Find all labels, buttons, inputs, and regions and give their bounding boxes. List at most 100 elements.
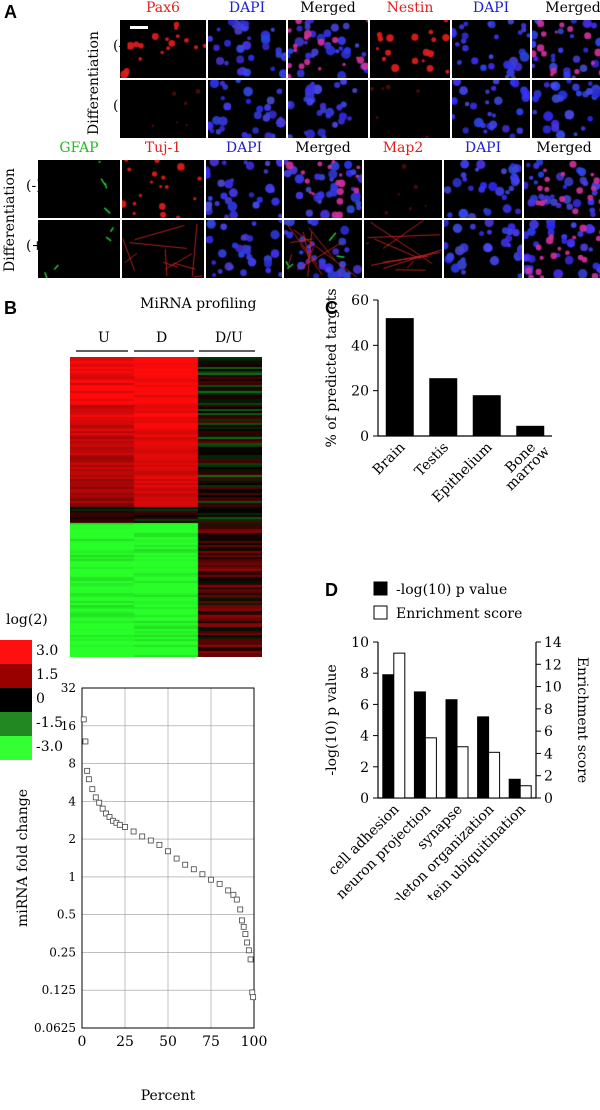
y-tick-label-6: 4 (68, 794, 76, 808)
data-point (103, 810, 109, 817)
y-tick-label-0: 0 (360, 429, 369, 445)
panel-letter-c: C (325, 298, 338, 318)
bottom-plus-label: (+) (26, 238, 49, 254)
micrograph-r0-c1 (208, 20, 286, 78)
micrograph-r1-c0 (120, 80, 206, 138)
bar-0 (385, 318, 414, 436)
channel-label-5: Merged (545, 0, 600, 16)
go-enrichment-bar-chart: -log(10) p value Enrichment score 0 2 4 6 8 10 0… (324, 581, 590, 900)
micrograph-r1-c2 (206, 220, 282, 278)
heatmap-legend-title: log(2) (6, 612, 48, 628)
micrograph-r0-c5 (444, 160, 522, 218)
data-point (250, 994, 257, 1001)
micrograph-r0-c4 (452, 20, 530, 78)
legend-swatch-1 (373, 605, 388, 620)
bottom-minus-label: (-) (26, 178, 42, 194)
y-tick-label-left-3: 6 (360, 697, 369, 713)
micrograph-r0-c2 (288, 20, 368, 78)
micrograph-r0-c4 (364, 160, 442, 218)
fold-change-plot: 0.0625 0.125 0.25 0.5 1 2 4 8 16 32 0 25 50 75 100 Perc… (15, 681, 267, 1104)
micrograph-r1-c4 (452, 80, 530, 138)
y-tick-label-left-5: 10 (351, 635, 369, 651)
data-point (239, 917, 245, 924)
legend-label-3: -1.5 (36, 715, 63, 731)
channel-label-6: Merged (536, 140, 592, 156)
data-point (122, 824, 128, 830)
micrograph-r1-c2 (288, 80, 368, 138)
top-plus-label: (+) (113, 98, 136, 114)
legend-label-2: 0 (36, 691, 45, 707)
channel-label-1: Tuj-1 (144, 140, 182, 156)
heatmap-col-u: U (98, 330, 110, 346)
y-axis-label: miRNA fold change (15, 789, 31, 927)
y-axis-label-left: -log(10) p value (324, 664, 340, 775)
data-point (244, 939, 251, 946)
y-tick-label-right-5: 10 (544, 680, 562, 696)
bar-pvalue-4 (508, 778, 521, 799)
data-point (92, 794, 99, 801)
y-tick-label-3: 60 (351, 293, 369, 309)
data-point (99, 805, 106, 812)
y-tick-label-3: 0.5 (57, 908, 76, 922)
channel-label-1: DAPI (228, 0, 266, 16)
panel-letter-a: A (4, 2, 17, 22)
y-tick-label-right-4: 8 (544, 702, 553, 718)
y-tick-label-1: 0.125 (42, 983, 76, 997)
y-tick-label-9: 32 (61, 681, 76, 695)
micrograph-r1-c4 (364, 220, 442, 278)
data-point (237, 906, 244, 913)
heatmap-title: MiRNA profiling (140, 296, 257, 312)
bar-enrichment-0 (393, 652, 406, 799)
channel-label-5: DAPI (464, 140, 502, 156)
data-point (233, 896, 240, 903)
panel-letter-d: D (325, 580, 338, 600)
y-tick-label-left-4: 8 (360, 666, 369, 682)
data-point (80, 716, 87, 723)
data-point (240, 923, 247, 930)
micrograph-r1-c5 (532, 80, 600, 138)
heatmap-col-d: D (156, 330, 168, 346)
legend-swatch-0 (0, 640, 32, 664)
data-point (96, 799, 103, 806)
data-point (190, 866, 197, 873)
data-point (182, 861, 189, 868)
y-tick-label-2: 0.25 (49, 945, 76, 959)
mirna-heatmap (70, 357, 262, 657)
legend-swatch-3 (0, 712, 32, 736)
micrograph-r0-c2 (206, 160, 282, 218)
data-point (216, 880, 223, 887)
data-point (225, 887, 232, 894)
micrograph-r0-c5 (532, 20, 600, 78)
x-tick-label-1: 25 (116, 1034, 134, 1050)
data-point (242, 931, 249, 938)
data-point (82, 738, 89, 745)
data-point (156, 841, 163, 848)
micrograph-r1-c0 (38, 220, 120, 278)
legend-label-4: -3.0 (36, 739, 63, 755)
legend-label-1: Enrichment score (396, 606, 522, 622)
data-point (230, 891, 237, 898)
data-point (165, 848, 171, 855)
category-label-1: Testis (412, 440, 452, 480)
micrograph-r0-c3 (284, 160, 362, 218)
top-minus-label: (-) (113, 38, 129, 54)
data-point (147, 837, 154, 844)
panel-letter-b: B (4, 298, 17, 318)
data-point (139, 833, 146, 840)
data-point (106, 814, 113, 820)
bar-pvalue-3 (477, 716, 490, 799)
scale-bar (130, 26, 148, 29)
y-tick-label-right-3: 6 (544, 724, 553, 740)
micrograph-r1-c1 (208, 80, 286, 138)
heatmap-col-du: D/U (215, 330, 243, 346)
bar-pvalue-0 (382, 674, 395, 799)
bar-3 (516, 425, 545, 436)
y-tick-label-right-0: 0 (544, 791, 553, 807)
channel-label-2: Merged (300, 0, 356, 16)
y-tick-label-7: 8 (68, 757, 76, 771)
micrograph-r0-c1 (122, 160, 204, 218)
legend-swatch-0 (373, 581, 388, 596)
bar-enrichment-4 (519, 785, 532, 799)
x-tick-label-3: 75 (202, 1034, 220, 1050)
